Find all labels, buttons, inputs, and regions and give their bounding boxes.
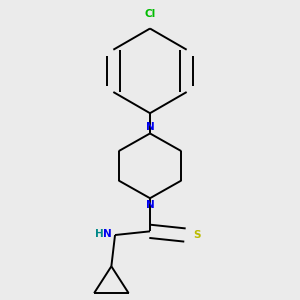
Text: Cl: Cl <box>144 9 156 19</box>
Text: N: N <box>146 122 154 132</box>
Text: N: N <box>146 200 154 210</box>
Text: N: N <box>103 229 111 239</box>
Text: H: H <box>94 229 103 239</box>
Text: S: S <box>193 230 201 240</box>
